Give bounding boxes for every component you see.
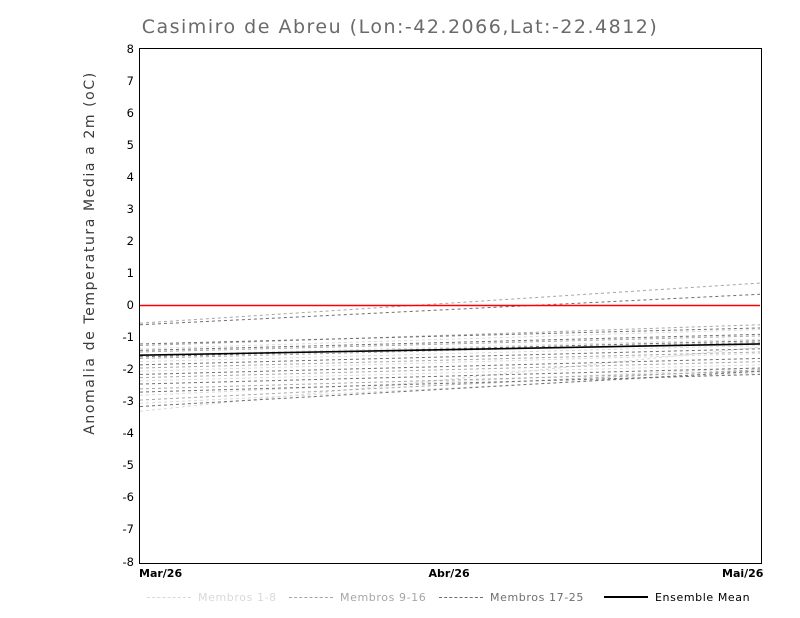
series-line-member <box>140 345 760 363</box>
y-axis-tick: 5 <box>126 137 134 152</box>
series-line-member <box>140 373 760 393</box>
chart-title: Casimiro de Abreu (Lon:-42.2066,Lat:-22.… <box>141 16 659 38</box>
x-axis-tick: Mai/26 <box>722 567 764 580</box>
y-axis-tick: 4 <box>126 169 134 184</box>
legend-label: Membros 17-25 <box>490 590 584 604</box>
series-line-member <box>140 357 760 375</box>
chart-legend: Membros 1-8 Membros 9-16 Membros 17-25 Ense… <box>139 588 762 608</box>
y-axis-tick: 1 <box>126 265 134 280</box>
y-axis-tick: -8 <box>122 554 134 569</box>
y-axis-tick: -7 <box>122 522 134 537</box>
legend-swatch <box>147 596 191 598</box>
y-axis-tick: 6 <box>126 105 134 120</box>
y-axis-tick: -6 <box>122 490 134 505</box>
y-axis-tick: 2 <box>126 233 134 248</box>
series-line-member <box>140 341 760 359</box>
series-line-member <box>140 367 760 396</box>
legend-entry: Ensemble Mean <box>604 588 750 606</box>
y-axis-tick: -4 <box>122 426 134 441</box>
legend-swatch <box>604 596 648 598</box>
series-line-member <box>140 327 760 345</box>
y-axis-tick: -1 <box>122 330 134 345</box>
legend-entry: Membros 9-16 <box>289 588 426 606</box>
series-line-member <box>140 333 760 351</box>
y-axis-tick: -3 <box>122 394 134 409</box>
plot-area <box>139 48 762 564</box>
x-axis-tick-labels: Mar/26 Abr/26 Mai/26 <box>0 567 800 585</box>
series-line-member <box>140 367 760 385</box>
series-line-member <box>140 353 760 372</box>
x-axis-tick: Mar/26 <box>139 567 183 580</box>
series-line-ensemble-mean <box>140 343 760 356</box>
legend-label: Membros 9-16 <box>340 590 427 604</box>
series-line-member <box>140 369 760 401</box>
y-axis-tick: 7 <box>126 73 134 88</box>
y-axis-tick: 3 <box>126 201 134 216</box>
y-axis-tick: -5 <box>122 458 134 473</box>
series-line-member <box>140 372 760 404</box>
series-line-member <box>140 348 760 366</box>
legend-label: Membros 1-8 <box>198 590 277 604</box>
series-line-member <box>140 293 760 326</box>
series-line-member <box>140 364 760 382</box>
plot-lines <box>140 282 760 412</box>
x-axis-tick: Abr/26 <box>428 567 470 580</box>
series-line-member <box>140 346 760 412</box>
series-line-member <box>140 351 760 369</box>
series-line-member <box>140 329 760 350</box>
series-line-member <box>140 370 760 407</box>
series-line-member <box>140 361 760 379</box>
series-line-member <box>140 340 760 358</box>
y-axis-tick: -2 <box>122 362 134 377</box>
legend-swatch <box>439 596 483 598</box>
y-axis-tick: 8 <box>126 41 134 56</box>
legend-entry: Membros 1-8 <box>147 588 277 606</box>
legend-label: Ensemble Mean <box>655 590 751 604</box>
series-line-member <box>140 282 760 324</box>
legend-entry: Membros 17-25 <box>439 588 584 606</box>
y-axis-tick-labels: 8 7 6 5 4 3 2 1 0 -1 -2 -3 -4 -5 -6 -7 -8 <box>96 42 134 569</box>
series-line-member <box>140 335 760 353</box>
series-line-member <box>140 324 760 347</box>
legend-swatch <box>289 596 333 598</box>
y-axis-tick: 0 <box>126 298 134 312</box>
series-line-member <box>140 338 760 356</box>
series-line-member <box>140 370 760 390</box>
